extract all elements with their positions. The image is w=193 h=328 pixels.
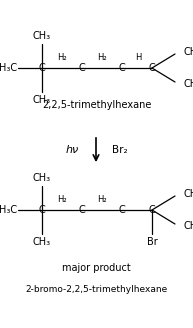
Text: C: C (119, 205, 125, 215)
Text: hν: hν (65, 145, 79, 155)
Text: CH₃: CH₃ (183, 221, 193, 231)
Text: C: C (79, 63, 85, 73)
Text: CH₃: CH₃ (183, 189, 193, 199)
Text: CH₃: CH₃ (33, 31, 51, 41)
Text: CH₃: CH₃ (33, 237, 51, 247)
Text: H₂: H₂ (97, 53, 107, 62)
Text: Br: Br (147, 237, 157, 247)
Text: C: C (149, 63, 155, 73)
Text: CH₃: CH₃ (183, 79, 193, 89)
Text: H₃C: H₃C (0, 63, 17, 73)
Text: CH₃: CH₃ (33, 95, 51, 105)
Text: C: C (79, 205, 85, 215)
Text: C: C (39, 205, 45, 215)
Text: H₂: H₂ (57, 53, 67, 62)
Text: major product: major product (62, 263, 131, 273)
Text: H₂: H₂ (57, 195, 67, 204)
Text: 2-bromo-2,2,5-trimethylhexane: 2-bromo-2,2,5-trimethylhexane (25, 285, 168, 295)
Text: C: C (149, 205, 155, 215)
Text: CH₃: CH₃ (183, 47, 193, 57)
Text: CH₃: CH₃ (33, 173, 51, 183)
Text: H: H (135, 53, 141, 62)
Text: H₂: H₂ (97, 195, 107, 204)
Text: H₃C: H₃C (0, 205, 17, 215)
Text: C: C (119, 63, 125, 73)
Text: C: C (39, 63, 45, 73)
Text: 2,2,5-trimethylhexane: 2,2,5-trimethylhexane (42, 100, 151, 110)
Text: Br₂: Br₂ (112, 145, 128, 155)
